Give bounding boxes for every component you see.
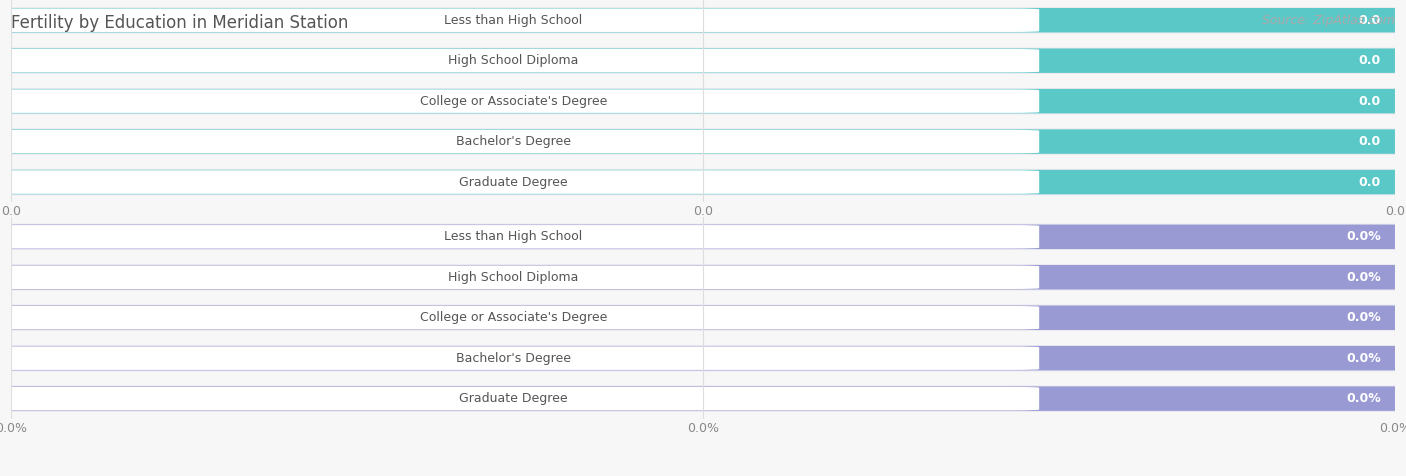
Text: 0.0%: 0.0%	[1346, 271, 1381, 284]
FancyBboxPatch shape	[0, 9, 1039, 32]
Text: High School Diploma: High School Diploma	[449, 271, 579, 284]
Text: Bachelor's Degree: Bachelor's Degree	[456, 352, 571, 365]
Text: 0.0: 0.0	[1358, 54, 1381, 67]
FancyBboxPatch shape	[0, 224, 1406, 250]
FancyBboxPatch shape	[0, 89, 1406, 113]
FancyBboxPatch shape	[0, 387, 1039, 410]
Text: Less than High School: Less than High School	[444, 230, 582, 243]
Text: Graduate Degree: Graduate Degree	[460, 392, 568, 405]
Text: Bachelor's Degree: Bachelor's Degree	[456, 135, 571, 148]
Text: 0.0%: 0.0%	[1346, 352, 1381, 365]
FancyBboxPatch shape	[0, 306, 1406, 330]
FancyBboxPatch shape	[0, 169, 1406, 195]
FancyBboxPatch shape	[0, 170, 1039, 194]
FancyBboxPatch shape	[0, 8, 1406, 32]
FancyBboxPatch shape	[0, 306, 1039, 329]
FancyBboxPatch shape	[0, 129, 1406, 154]
Text: 0.0: 0.0	[1358, 14, 1381, 27]
FancyBboxPatch shape	[0, 347, 1039, 370]
FancyBboxPatch shape	[0, 129, 1406, 155]
FancyBboxPatch shape	[0, 7, 1406, 33]
Text: 0.0: 0.0	[1358, 95, 1381, 108]
FancyBboxPatch shape	[0, 49, 1039, 72]
Text: 0.0%: 0.0%	[1346, 392, 1381, 405]
FancyBboxPatch shape	[0, 225, 1039, 248]
FancyBboxPatch shape	[0, 89, 1039, 113]
FancyBboxPatch shape	[0, 49, 1406, 73]
FancyBboxPatch shape	[0, 386, 1406, 412]
FancyBboxPatch shape	[0, 48, 1406, 74]
Text: Fertility by Education in Meridian Station: Fertility by Education in Meridian Stati…	[11, 14, 349, 32]
FancyBboxPatch shape	[0, 264, 1406, 290]
Text: 0.0: 0.0	[1358, 176, 1381, 188]
Text: College or Associate's Degree: College or Associate's Degree	[420, 95, 607, 108]
FancyBboxPatch shape	[0, 345, 1406, 371]
Text: High School Diploma: High School Diploma	[449, 54, 579, 67]
FancyBboxPatch shape	[0, 346, 1406, 370]
FancyBboxPatch shape	[0, 170, 1406, 194]
Text: Less than High School: Less than High School	[444, 14, 582, 27]
FancyBboxPatch shape	[0, 266, 1039, 289]
Text: 0.0%: 0.0%	[1346, 311, 1381, 324]
Text: College or Associate's Degree: College or Associate's Degree	[420, 311, 607, 324]
FancyBboxPatch shape	[0, 225, 1406, 249]
Text: Graduate Degree: Graduate Degree	[460, 176, 568, 188]
Text: 0.0: 0.0	[1358, 135, 1381, 148]
FancyBboxPatch shape	[0, 130, 1039, 153]
FancyBboxPatch shape	[0, 387, 1406, 411]
Text: 0.0%: 0.0%	[1346, 230, 1381, 243]
FancyBboxPatch shape	[0, 265, 1406, 289]
FancyBboxPatch shape	[0, 305, 1406, 331]
FancyBboxPatch shape	[0, 88, 1406, 114]
Text: Source: ZipAtlas.com: Source: ZipAtlas.com	[1261, 14, 1395, 27]
